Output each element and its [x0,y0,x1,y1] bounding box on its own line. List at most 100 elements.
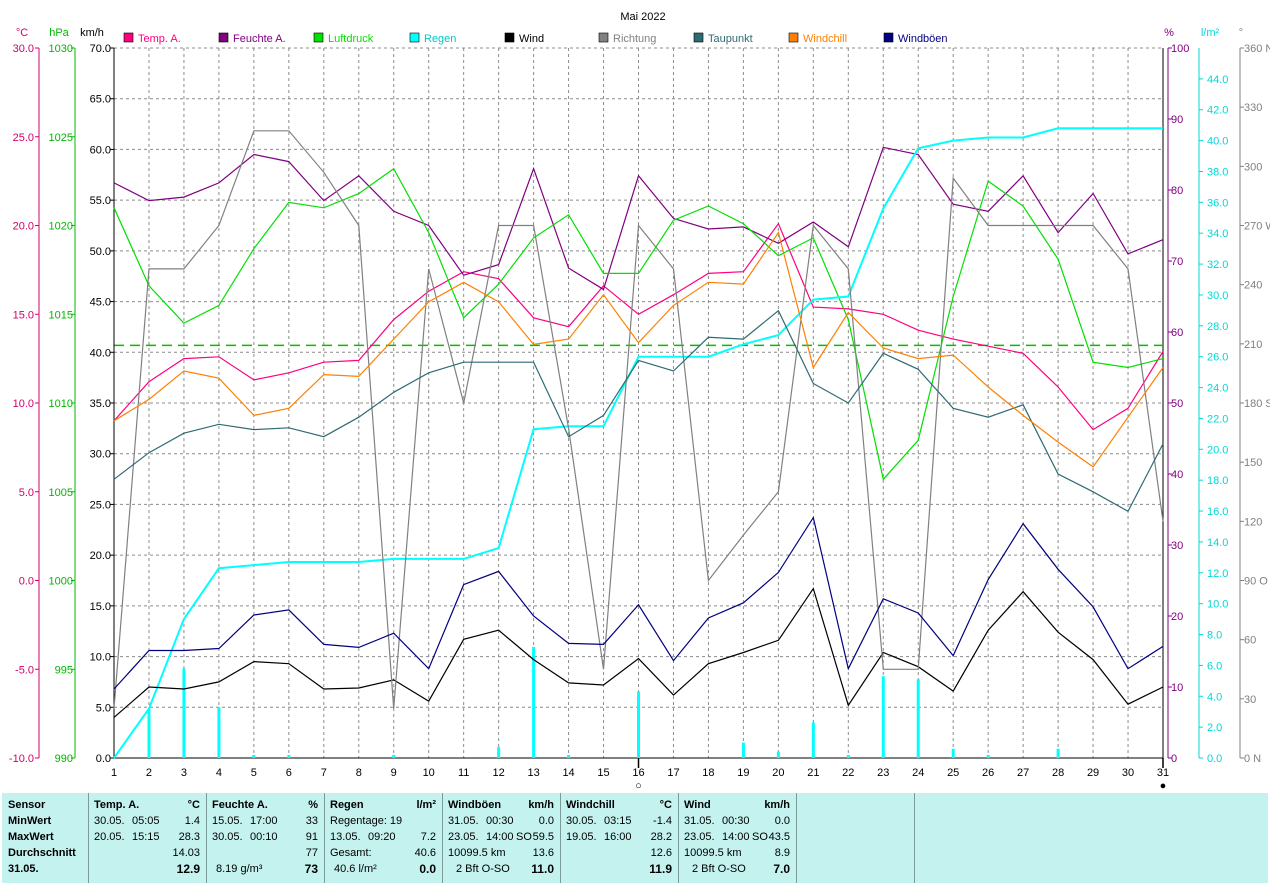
temp-current-value: 12.9 [176,862,200,876]
pressure-tick-label: 995 [55,664,73,676]
x-tick-label: 18 [702,767,714,779]
humidity-tick-label: 30 [1171,540,1183,552]
windchill-min-date: 30.05. [566,815,597,827]
wind-min-date: 31.05. [684,815,715,827]
speed-tick-label: 60.0 [90,144,111,156]
gusts-beaufort: 2 Bft O-SO [456,863,510,875]
rain-daily-bar [567,754,571,758]
x-tick-label: 19 [737,767,749,779]
wind-beaufort: 2 Bft O-SO [692,863,746,875]
legend-label: Taupunkt [708,33,753,45]
pressure-tick-label: 1000 [49,576,73,588]
x-tick-label: 4 [216,767,222,779]
legend-swatch [883,32,894,43]
rain-tick-label: 14.0 [1207,537,1228,549]
pressure-tick-label: 1015 [49,309,73,321]
pressure-tick-label: 1020 [49,221,73,233]
moon-phase-marker: ○ [635,780,642,792]
humidity-tick-label: 10 [1171,682,1183,694]
x-tick-label: 10 [423,767,435,779]
series-line-feuchte-a [113,146,1164,291]
statistics-panel: Sensor MinWert MaxWert Durchschnitt 31.0… [2,793,1268,883]
sensor-header: Sensor [8,799,46,811]
wind-distance: 10099.5 km [684,847,742,859]
speed-tick-label: 30.0 [90,449,111,461]
x-tick-label: 27 [1017,767,1029,779]
rain-total-value: 40.6 [414,847,436,859]
legend-label: Windböen [898,33,948,45]
empty-panel [796,793,915,883]
windchill-column: Windchill °C 30.05. 03:15 -1.4 19.05. 16:00 2… [560,793,679,883]
rain-daily-bar [392,754,396,758]
legend-swatch [409,32,420,43]
wind-max-time: 14:00 [722,831,750,843]
rain-daily-bar [532,646,536,758]
direction-tick-label: 30 [1244,694,1256,706]
temp-unit: °C [187,799,200,811]
pressure-tick-label: 1005 [49,487,73,499]
series-line-regen [113,127,1163,759]
temp-tick-label: 0.0 [19,576,34,588]
x-tick-label: 20 [772,767,784,779]
humidity-tick-label: 80 [1171,185,1183,197]
temp-max-date: 20.05. [94,831,125,843]
temp-tick-label: 30.0 [13,43,34,55]
speed-tick-label: 55.0 [90,195,111,207]
series-line-wind [113,587,1164,718]
windchill-min-time: 03:15 [604,815,632,827]
direction-tick-label: 180 S [1244,398,1270,410]
rain-axis-unit: l/m² [1201,27,1220,39]
windchill-avg-value: 12.6 [650,847,672,859]
direction-tick-label: 150 [1244,457,1262,469]
temp-tick-label: 10.0 [13,398,34,410]
wind-max-dir: SO [752,831,768,843]
speed-tick-label: 15.0 [90,601,111,613]
rain-days: Regentage: 19 [330,815,403,827]
x-tick-label: 17 [667,767,679,779]
rain-tick-label: 2.0 [1207,722,1222,734]
rain-tick-label: 40.0 [1207,136,1228,148]
legend-label: Wind [519,33,544,45]
wind-current-value: 7.0 [773,862,790,876]
x-tick-label: 13 [527,767,539,779]
chart-title: Mai 2022 [620,11,665,23]
x-tick-label: 3 [181,767,187,779]
speed-tick-label: 20.0 [90,550,111,562]
direction-tick-label: 270 W [1244,221,1270,233]
legend-label: Feuchte A. [233,33,286,45]
gusts-max-date: 23.05. [448,831,479,843]
rain-daily-bar [881,676,885,758]
pressure-tick-label: 990 [55,753,73,765]
legend-swatch [123,32,134,43]
pressure-tick-label: 1025 [49,132,73,144]
speed-tick-label: 40.0 [90,347,111,359]
row-label-avg: Durchschnitt [8,847,76,859]
wind-max-value: 43.5 [768,831,790,843]
humidity-min-time: 17:00 [250,815,278,827]
speed-tick-label: 35.0 [90,398,111,410]
legend-label: Regen [424,33,456,45]
x-tick-label: 9 [391,767,397,779]
speed-tick-label: 10.0 [90,652,111,664]
temp-tick-label: 20.0 [13,221,34,233]
humidity-tick-label: 70 [1171,256,1183,268]
speed-tick-label: 70.0 [90,43,111,55]
wind-max-date: 23.05. [684,831,715,843]
humidity-tick-label: 0 [1171,753,1177,765]
rain-tick-label: 10.0 [1207,599,1228,611]
windchill-current-value: 11.9 [649,862,672,876]
rain-tick-label: 22.0 [1207,413,1228,425]
legend-swatch [693,32,704,43]
gusts-column: Windböen km/h 31.05. 00:30 0.0 23.05. 14:00 S… [442,793,561,883]
rain-daily-bar [182,668,186,758]
x-tick-label: 21 [807,767,819,779]
temp-min-value: 1.4 [184,815,200,827]
humidity-min-value: 33 [305,815,318,827]
pressure-tick-label: 1010 [49,398,73,410]
speed-axis-unit: km/h [80,27,104,39]
wind-column: Wind km/h 31.05. 00:30 0.0 23.05. 14:00 SO 43.… [678,793,797,883]
x-tick-label: 26 [982,767,994,779]
legend-label: Luftdruck [328,33,374,45]
humidity-tick-label: 40 [1171,469,1183,481]
rain-tick-label: 4.0 [1207,691,1222,703]
